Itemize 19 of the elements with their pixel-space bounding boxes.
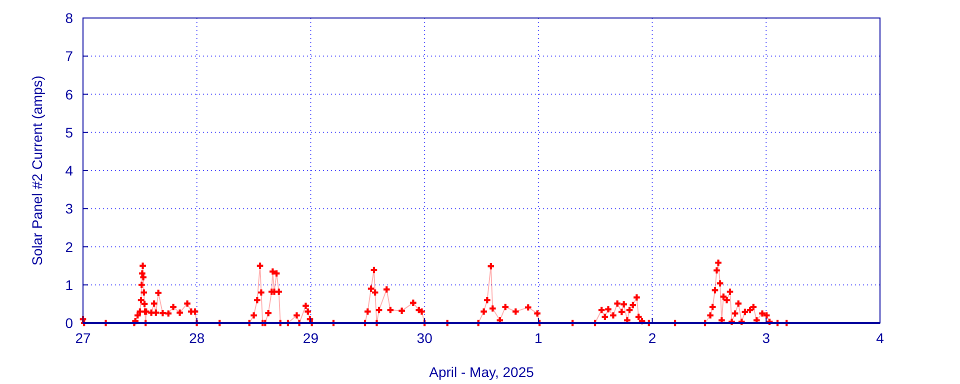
y-tick-label: 6	[65, 86, 74, 102]
y-tick-label: 5	[65, 124, 74, 140]
y-tick-label: 8	[65, 10, 74, 26]
y-tick-label: 0	[65, 315, 74, 331]
y-tick-label: 7	[65, 48, 74, 64]
x-tick-label: 2	[648, 330, 656, 346]
y-tick-label: 3	[65, 200, 74, 217]
x-tick-label: 3	[762, 330, 770, 346]
y-axis-title: Solar Panel #2 Current (amps)	[29, 76, 45, 266]
x-tick-label: 29	[302, 330, 319, 346]
x-tick-label: 27	[75, 330, 91, 346]
y-tick-label: 2	[65, 238, 74, 255]
x-tick-label: 28	[189, 330, 205, 346]
x-tick-label: 1	[534, 330, 543, 346]
y-tick-label: 1	[65, 276, 74, 293]
y-tick-label: 4	[65, 162, 74, 178]
x-axis-title: April - May, 2025	[429, 364, 534, 380]
x-tick-label: 4	[876, 330, 884, 346]
x-tick-label: 30	[416, 330, 433, 346]
